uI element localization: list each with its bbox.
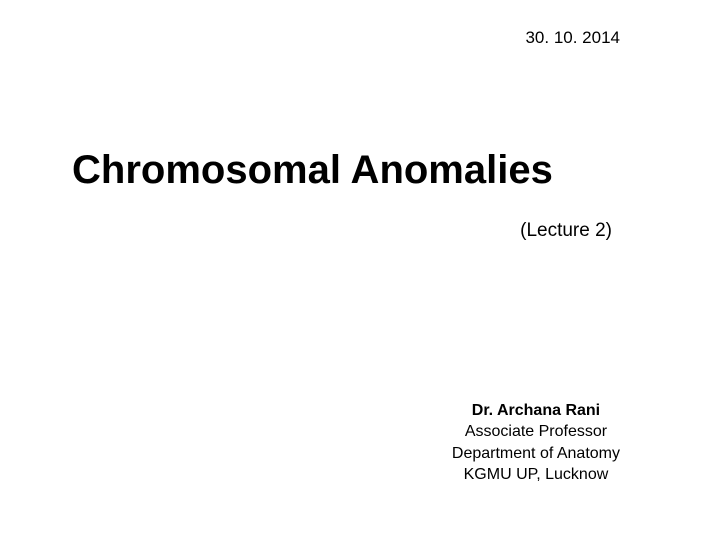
author-block: Dr. Archana Rani Associate Professor Dep… xyxy=(452,400,620,486)
lecture-subtitle: (Lecture 2) xyxy=(520,220,612,242)
author-department: Department of Anatomy xyxy=(452,443,620,465)
author-position: Associate Professor xyxy=(452,421,620,443)
author-institution: KGMU UP, Lucknow xyxy=(452,464,620,486)
page-title: Chromosomal Anomalies xyxy=(72,148,553,193)
lecture-date: 30. 10. 2014 xyxy=(525,28,620,48)
author-name: Dr. Archana Rani xyxy=(452,400,620,422)
